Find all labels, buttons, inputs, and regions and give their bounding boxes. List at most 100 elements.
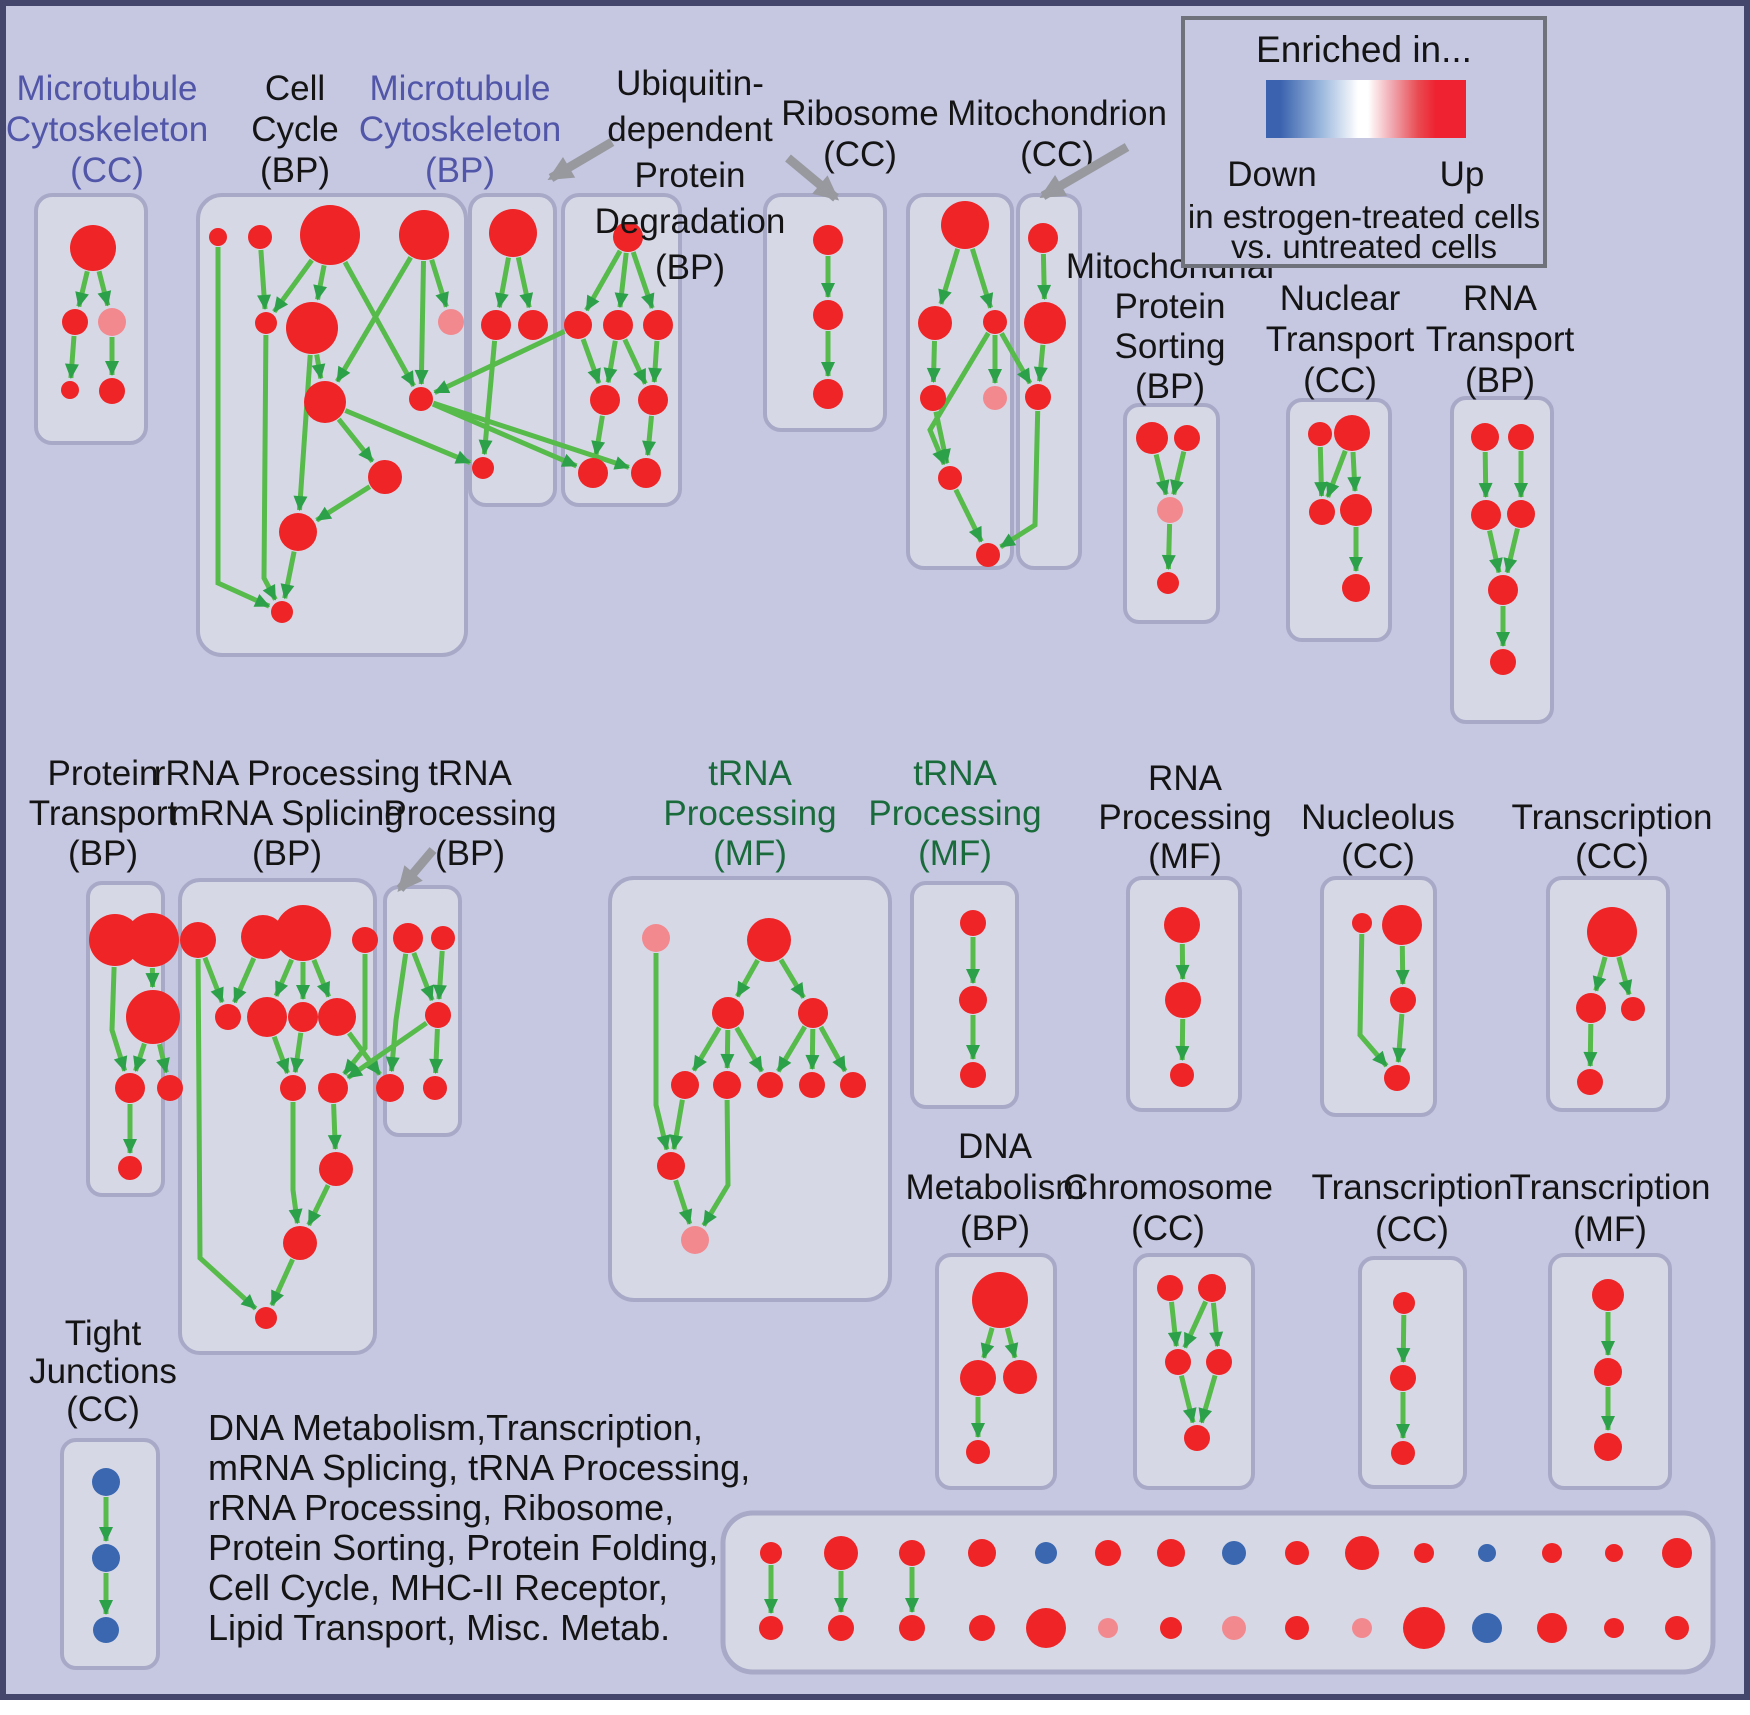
- edge-chromosome-cc: [1178, 1374, 1197, 1424]
- edge-cell-cycle-bp: [261, 334, 278, 601]
- edge-cell-cycle-bp: [293, 354, 313, 512]
- go-term-node-microtubule-cytoskeleton-bp-3: [472, 457, 494, 479]
- go-term-node-microtubule-cytoskeleton-cc-2: [98, 308, 126, 336]
- go-term-node-nuclear-transport-cc-2: [1309, 499, 1335, 525]
- legend-subtitle-2: vs. untreated cells: [1231, 228, 1497, 265]
- group-label-chromosome-cc: Chromosome (CC): [1063, 1168, 1273, 1248]
- cross-edge: [999, 332, 1033, 385]
- cross-edge: [433, 329, 566, 395]
- go-term-node-cell-cycle-bp-1: [248, 225, 272, 249]
- group-label-microtubule-cytoskeleton-cc: Microtubule Cytoskeleton (CC): [6, 69, 208, 190]
- go-term-node-ubiquitin-degradation-bp-2: [603, 310, 633, 340]
- go-term-node-rrna-processing-mrna-splicing-bp-0: [180, 922, 216, 958]
- go-term-node-trna-processing-mf-a-1: [747, 918, 791, 962]
- edge-rrna-processing-mrna-splicing-bp: [327, 1103, 342, 1150]
- edge-dna-metabolism-bp: [1004, 1327, 1019, 1359]
- edge-cell-cycle-bp: [429, 259, 449, 308]
- group-label-rna-transport-bp: RNA Transport (BP): [1426, 279, 1575, 400]
- go-term-node-transcription-cc-a-1: [1576, 993, 1606, 1023]
- edge-microtubule-cytoskeleton-cc: [96, 270, 112, 307]
- go-term-node-misc-top-3: [968, 1539, 996, 1567]
- go-term-node-trna-processing-mf-b-1: [959, 986, 987, 1014]
- go-term-node-rna-transport-bp-2: [1471, 500, 1501, 530]
- edge-rrna-processing-mrna-splicing-bp: [288, 1102, 303, 1225]
- go-term-node-transcription-cc-b-1: [1390, 1365, 1416, 1391]
- edge-transcription-cc-a: [1583, 1023, 1598, 1067]
- go-term-node-misc-bottom-4: [1026, 1608, 1066, 1648]
- edge-chromosome-cc: [1209, 1302, 1224, 1348]
- go-term-node-microtubule-cytoskeleton-bp-1: [481, 310, 511, 340]
- edge-trna-processing-mf-a: [669, 1099, 685, 1151]
- group-label-mitochondrion-cc: Mitochondrion (CC): [947, 94, 1167, 174]
- go-term-node-rrna-processing-mrna-splicing-bp-11: [283, 1226, 317, 1260]
- edge-trna-processing-mf-a: [653, 953, 671, 1151]
- edge-transcription-cc-b: [1396, 1314, 1411, 1363]
- go-term-node-rna-processing-mf-0: [1164, 907, 1200, 943]
- edge-microtubule-cytoskeleton-bp: [515, 256, 534, 309]
- go-term-node-tight-junctions-cc-0: [92, 1468, 120, 1496]
- legend-subtitle-1: in estrogen-treated cells: [1188, 198, 1540, 235]
- go-term-node-cell-cycle-bp-3: [399, 210, 449, 260]
- go-term-node-misc-top-1: [824, 1536, 858, 1570]
- go-term-node-misc-bottom-5: [1098, 1618, 1118, 1638]
- edge-mitochondrial-protein-sorting-bp: [1170, 451, 1187, 496]
- edge-trna-processing-bp: [429, 1028, 444, 1074]
- group-box-rrna-processing-mrna-splicing-bp: [178, 878, 377, 1355]
- go-term-node-tight-junctions-cc-1: [92, 1544, 120, 1572]
- edge-chromosome-cc: [1167, 1301, 1182, 1348]
- edge-rna-transport-bp: [1503, 528, 1520, 574]
- edge-trna-processing-mf-a: [776, 1025, 807, 1073]
- group-label-trna-processing-bp: tRNA Processing (BP): [383, 754, 556, 873]
- edge-rna-transport-bp: [1487, 530, 1503, 574]
- edge-chromosome-cc: [1198, 1374, 1218, 1424]
- go-term-node-chromosome-cc-2: [1165, 1349, 1191, 1375]
- go-term-node-misc-top-10: [1414, 1543, 1434, 1563]
- go-term-node-misc-top-5: [1095, 1540, 1121, 1566]
- edge-nuclear-transport-cc: [1314, 446, 1329, 497]
- edge-nucleolus-cc: [1357, 933, 1389, 1068]
- go-term-node-trna-processing-mf-a-7: [799, 1072, 825, 1098]
- go-term-node-cell-cycle-bp-9: [368, 460, 402, 494]
- legend-down-label: Down: [1227, 155, 1316, 194]
- go-term-node-nucleolus-cc-2: [1390, 987, 1416, 1013]
- go-term-node-misc-top-7: [1222, 1541, 1246, 1565]
- cross-edge: [344, 408, 472, 465]
- edge-nuclear-transport-cc: [1325, 449, 1348, 498]
- edge-rrna-processing-mrna-splicing-bp: [306, 1184, 331, 1227]
- edge-cell-cycle-bp: [414, 260, 429, 385]
- go-term-node-ubiquitin-degradation-bp-7: [631, 458, 661, 488]
- edge-transcription-cc-a: [1592, 956, 1608, 992]
- go-term-node-cell-cycle-bp-6: [438, 309, 464, 335]
- group-label-ribosome-cc: Ribosome (CC): [781, 94, 939, 174]
- go-term-node-chromosome-cc-0: [1157, 1275, 1183, 1301]
- go-term-node-transcription-mf-1: [1594, 1358, 1622, 1386]
- go-term-node-trna-processing-mf-a-5: [713, 1071, 741, 1099]
- legend: Enriched in... Down Up in estrogen-treat…: [1181, 16, 1547, 268]
- cross-edge: [431, 401, 578, 469]
- group-label-rna-processing-mf: RNA Processing (MF): [1098, 759, 1271, 876]
- go-term-node-protein-transport-bp-5: [118, 1156, 142, 1180]
- go-term-node-rna-processing-mf-1: [1165, 982, 1201, 1018]
- go-term-node-protein-transport-bp-3: [115, 1073, 145, 1103]
- go-term-node-nucleolus-cc-1: [1382, 905, 1422, 945]
- go-term-node-dna-metabolism-bp-0: [972, 1272, 1028, 1328]
- edge-ubiquitin-degradation-bp: [648, 340, 663, 383]
- go-term-node-trna-processing-bp-4: [423, 1076, 447, 1100]
- edges-layer: [64, 247, 1633, 1615]
- go-term-node-rrna-processing-mrna-splicing-bp-8: [280, 1075, 306, 1101]
- edge-ubiquitin-degradation-bp: [642, 415, 657, 457]
- go-term-node-protein-transport-bp-4: [157, 1075, 183, 1101]
- edge-rna-processing-mf: [1175, 1018, 1190, 1061]
- go-term-node-misc-top-12: [1542, 1543, 1562, 1563]
- go-term-node-mitochondrion-cc-1: [1024, 302, 1066, 344]
- group-box-transcription-cc-a: [1546, 876, 1670, 1112]
- go-term-node-chromosome-cc-4: [1184, 1425, 1210, 1451]
- go-term-node-misc-bottom-0: [759, 1616, 783, 1640]
- go-term-node-microtubule-cytoskeleton-bp-2: [518, 310, 548, 340]
- edge-trna-processing-mf-a: [673, 1179, 693, 1225]
- edge-trna-processing-mf-a: [734, 1026, 765, 1073]
- go-term-node-dna-metabolism-bp-1: [960, 1360, 996, 1396]
- go-term-node-misc-bottom-2: [899, 1615, 925, 1641]
